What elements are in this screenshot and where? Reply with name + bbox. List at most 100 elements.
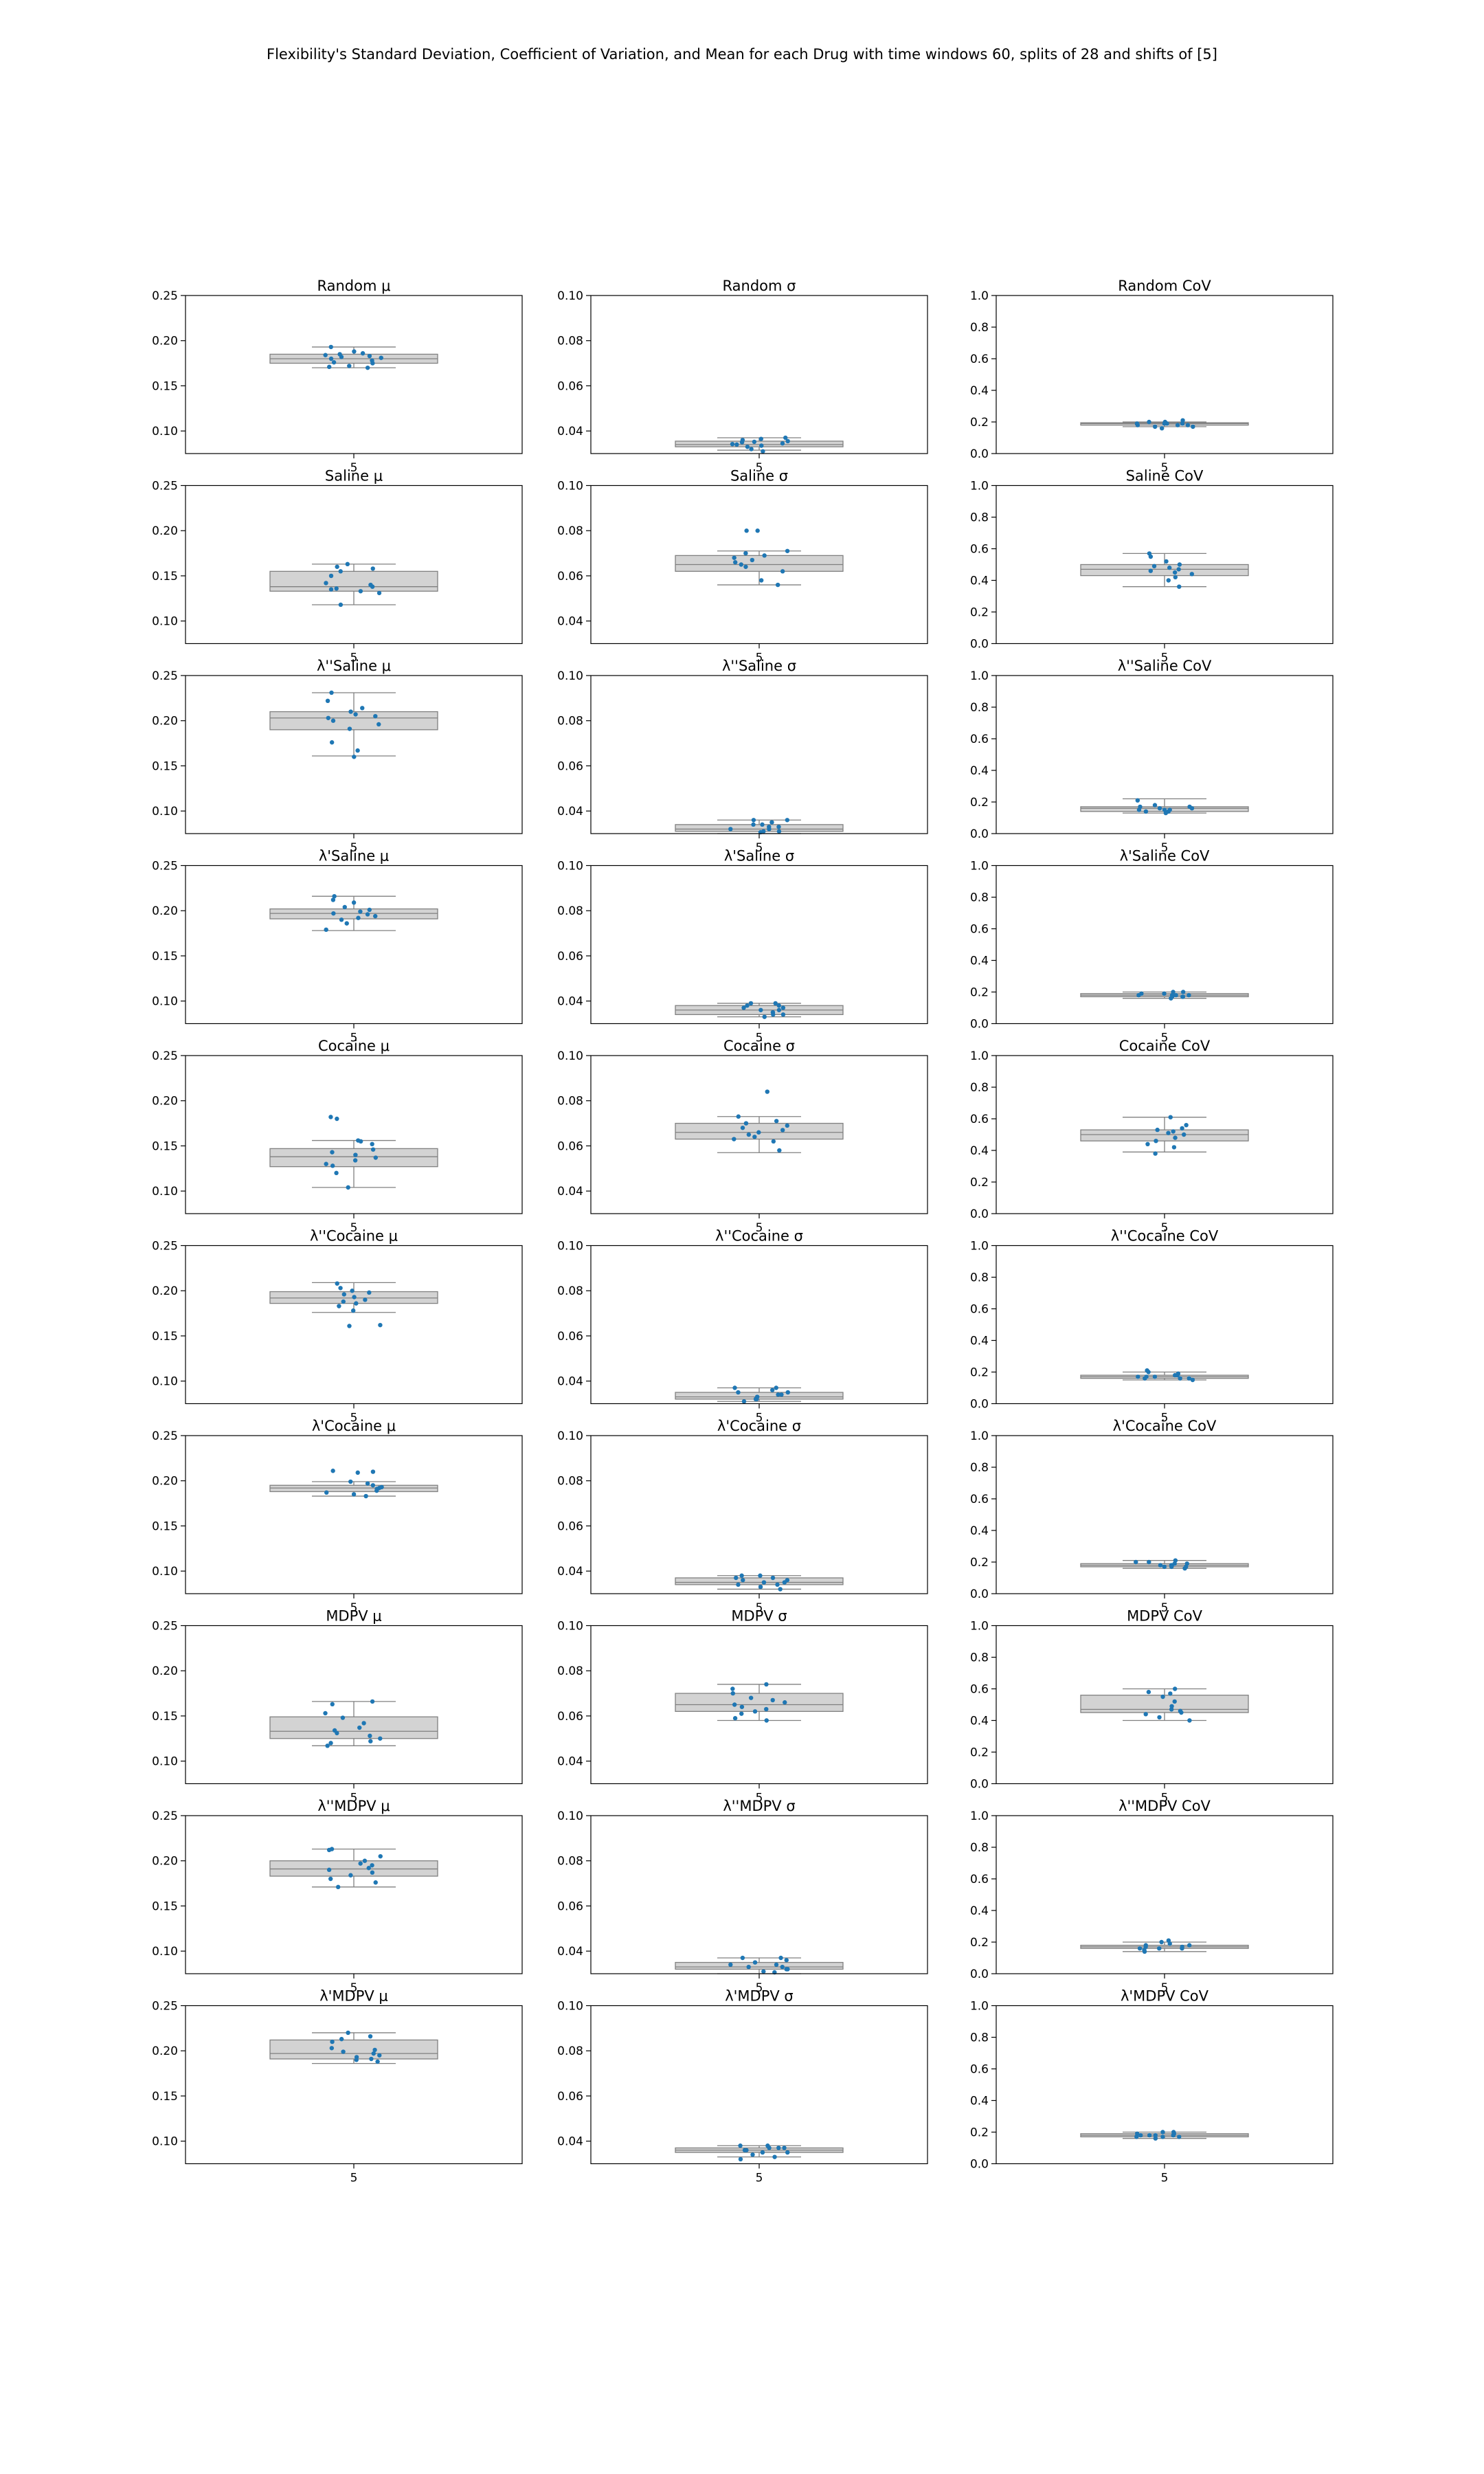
data-point xyxy=(353,1152,358,1157)
subplot-2: Random σ 0.04 0.06 0.08 0.10 5 xyxy=(557,278,928,475)
data-point xyxy=(328,1115,333,1119)
y-tick-label: 0.06 xyxy=(557,759,583,773)
y-tick-label: 1.0 xyxy=(970,1620,989,1634)
y-tick-label: 0.0 xyxy=(970,1018,989,1032)
data-point xyxy=(347,364,352,368)
data-point xyxy=(755,528,760,533)
data-point xyxy=(744,2148,749,2152)
y-tick-label: 0.25 xyxy=(152,1620,178,1634)
data-point xyxy=(1181,1132,1187,1137)
data-point xyxy=(371,2051,376,2056)
data-point xyxy=(350,1289,355,1293)
axes-frame xyxy=(590,675,928,834)
data-point xyxy=(730,1691,735,1696)
data-point xyxy=(324,927,328,933)
data-point xyxy=(339,2036,344,2042)
subplot-13: Cocaine μ 0.10 0.15 0.20 0.25 5 xyxy=(152,1038,523,1235)
data-point xyxy=(772,2154,777,2159)
box-iqr xyxy=(269,1716,438,1739)
y-tick-label: 0.10 xyxy=(152,1565,178,1579)
data-point xyxy=(764,1706,769,1712)
data-point xyxy=(332,1728,337,1733)
data-point xyxy=(1171,990,1176,994)
data-point xyxy=(785,548,790,553)
subplot-title: λ''MDPV μ xyxy=(317,1798,390,1814)
y-tick-label: 0.10 xyxy=(152,2135,178,2149)
data-point xyxy=(778,1587,783,1592)
data-point xyxy=(1160,2135,1165,2139)
y-tick-label: 0.06 xyxy=(557,1139,583,1153)
x-tick-label: 5 xyxy=(756,651,763,665)
data-point xyxy=(780,569,785,574)
y-tick-label: 0.8 xyxy=(970,1271,989,1285)
data-point xyxy=(1187,992,1191,998)
data-point xyxy=(373,713,378,719)
data-point xyxy=(365,912,370,917)
subplot-title: λ''Cocaine μ xyxy=(310,1228,398,1245)
y-tick-label: 0.20 xyxy=(152,2044,178,2058)
y-tick-label: 0.04 xyxy=(557,995,583,1009)
y-tick-label: 0.25 xyxy=(152,1049,178,1063)
data-point xyxy=(362,1858,368,1863)
data-point xyxy=(782,2146,787,2150)
subplot-title: MDPV μ xyxy=(326,1608,381,1625)
y-tick-label: 0.15 xyxy=(152,1899,178,1913)
data-point xyxy=(373,913,378,919)
axes-frame xyxy=(996,1435,1334,1594)
data-point xyxy=(740,1955,745,1961)
data-point xyxy=(736,1390,741,1395)
data-point xyxy=(1176,567,1181,572)
figure-suptitle: Flexibility's Standard Deviation, Coeffi… xyxy=(267,46,1217,63)
y-tick-label: 0.2 xyxy=(970,1176,989,1190)
x-tick-label: 5 xyxy=(756,1601,763,1615)
box-iqr xyxy=(269,908,438,920)
data-point xyxy=(367,907,372,913)
data-point xyxy=(332,893,337,899)
box-iqr xyxy=(269,1148,438,1168)
x-tick-label: 5 xyxy=(1161,1412,1169,1425)
subplot-9: λ''Saline CoV 0.0 0.2 0.4 0.6 0.8 1.0 5 xyxy=(970,658,1334,855)
data-point xyxy=(348,709,353,714)
y-tick-label: 0.06 xyxy=(557,2090,583,2104)
y-tick-label: 0.4 xyxy=(970,1524,989,1538)
data-point xyxy=(1147,419,1151,425)
data-point xyxy=(1147,551,1152,556)
data-point xyxy=(776,1392,780,1397)
data-point xyxy=(351,900,357,905)
data-point xyxy=(352,349,357,354)
data-point xyxy=(776,829,782,834)
data-point xyxy=(329,2046,335,2051)
y-tick-label: 0.10 xyxy=(557,1620,583,1634)
y-tick-label: 0.25 xyxy=(152,669,178,683)
x-tick-label: 5 xyxy=(350,1221,358,1235)
data-point xyxy=(1177,2135,1182,2139)
data-point xyxy=(366,1866,371,1871)
y-tick-label: 0.06 xyxy=(557,1519,583,1533)
subplot-21: λ'Cocaine CoV 0.0 0.2 0.4 0.6 0.8 1.0 5 xyxy=(970,1418,1334,1615)
data-point xyxy=(1184,1564,1189,1570)
data-point xyxy=(774,1962,779,1968)
y-tick-label: 0.08 xyxy=(557,1095,583,1108)
data-point xyxy=(741,1005,746,1010)
data-point xyxy=(1169,1707,1174,1712)
y-tick-label: 0.6 xyxy=(970,1493,989,1506)
data-point xyxy=(361,1721,366,1726)
data-point xyxy=(736,1114,741,1119)
data-point xyxy=(352,1158,358,1163)
data-point xyxy=(1171,1145,1177,1150)
data-point xyxy=(1147,1559,1151,1565)
data-point xyxy=(337,1304,341,1308)
x-tick-label: 5 xyxy=(350,2172,358,2185)
y-tick-label: 0.2 xyxy=(970,796,989,810)
data-point xyxy=(751,818,756,823)
data-point xyxy=(728,827,733,832)
data-point xyxy=(1180,990,1186,994)
subplot-4: Saline μ 0.10 0.15 0.20 0.25 5 xyxy=(152,468,523,665)
data-point xyxy=(358,589,363,594)
data-point xyxy=(329,1847,335,1851)
data-point xyxy=(355,748,360,753)
data-point xyxy=(1180,418,1185,423)
data-point xyxy=(748,1695,754,1700)
x-tick-label: 5 xyxy=(1161,2172,1169,2185)
